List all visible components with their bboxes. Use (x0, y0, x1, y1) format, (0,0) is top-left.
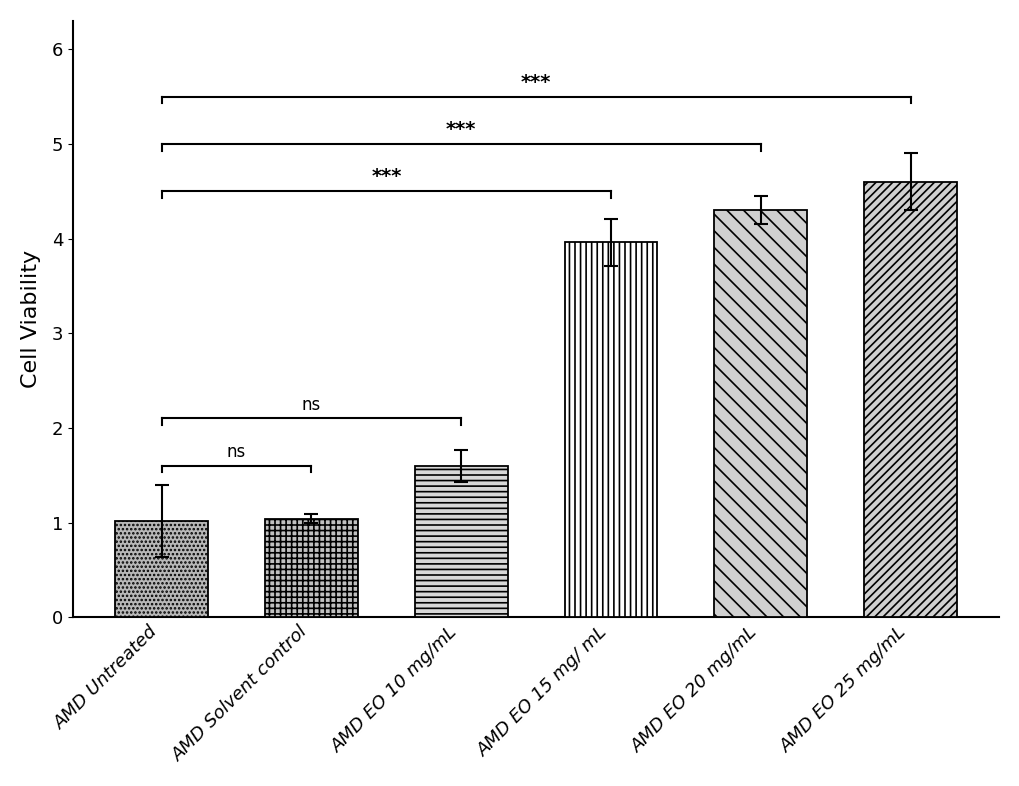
Text: ***: *** (521, 73, 551, 92)
Bar (115, 520, 208, 617)
Text: ***: *** (445, 120, 476, 139)
Bar (415, 466, 507, 617)
Y-axis label: Cell Viability: Cell Viability (20, 250, 41, 388)
Text: ns: ns (302, 395, 321, 413)
Text: ns: ns (227, 443, 246, 461)
Bar (565, 242, 657, 617)
Bar (713, 210, 806, 617)
Bar (265, 519, 358, 617)
Text: ***: *** (371, 167, 401, 186)
Bar (863, 182, 956, 617)
